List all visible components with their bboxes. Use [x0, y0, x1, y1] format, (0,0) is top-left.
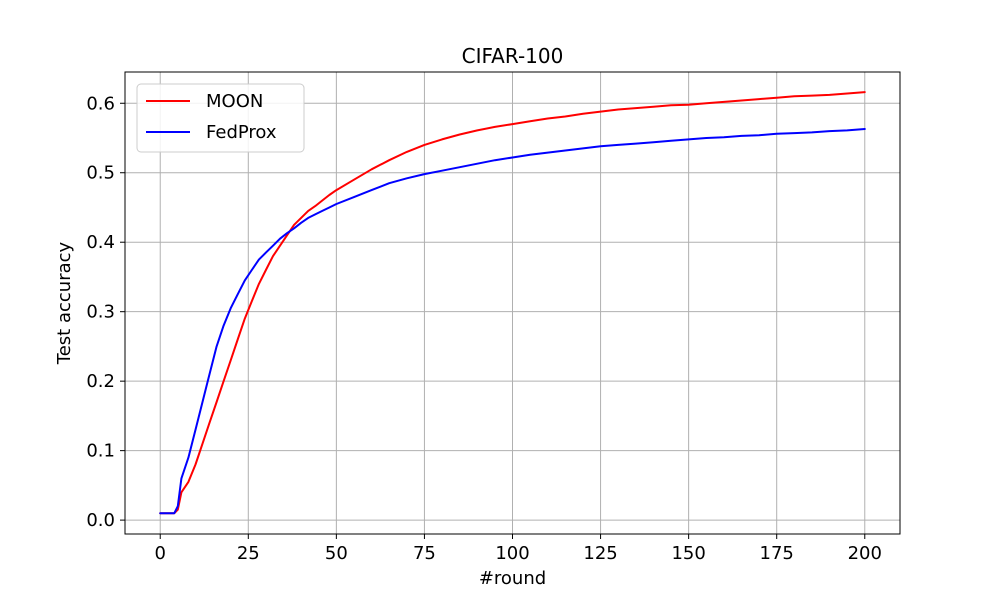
axis-ticks: 0 25 50 75 100 125 150 175 200 0.0 0.1 0.2 0.3 0.4 0.5… [86, 93, 882, 564]
y-tick-label: 0.3 [86, 302, 115, 323]
series-line-fedprox [159, 128, 866, 515]
x-tick-label: 75 [413, 543, 436, 564]
y-axis-title: Test accuracy [54, 241, 75, 365]
y-tick-label: 0.0 [86, 510, 115, 531]
y-tick-label: 0.5 [86, 163, 115, 184]
x-tick-label: 0 [155, 543, 166, 564]
y-tick-label: 0.1 [86, 441, 115, 462]
x-axis-title: #round [479, 568, 546, 589]
chart-title: CIFAR-100 [462, 44, 564, 68]
x-tick-label: 100 [495, 543, 529, 564]
x-tick-label: 175 [760, 543, 794, 564]
legend: MOON FedProx [136, 83, 305, 153]
x-tick-label: 50 [325, 543, 348, 564]
series-lines [159, 91, 866, 515]
x-tick-label: 200 [848, 543, 882, 564]
x-tick-label: 125 [583, 543, 617, 564]
x-tick-label: 150 [671, 543, 705, 564]
x-tick-label: 25 [237, 543, 260, 564]
y-tick-label: 0.4 [86, 232, 115, 253]
legend-label-fedprox: FedProx [206, 122, 277, 143]
grid-lines [125, 72, 900, 534]
y-tick-label: 0.6 [86, 93, 115, 114]
series-line-moon [159, 91, 866, 515]
y-tick-label: 0.2 [86, 371, 115, 392]
legend-label-moon: MOON [206, 91, 263, 112]
